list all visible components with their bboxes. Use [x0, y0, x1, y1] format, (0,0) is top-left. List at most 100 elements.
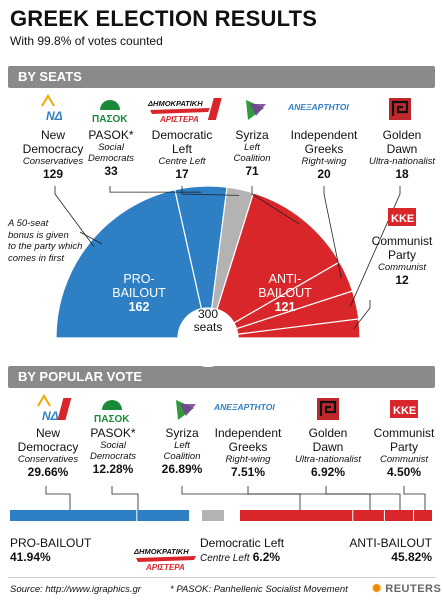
- dimar-logo-text-top: ΔΗΜΟΚΡΑΤΙΚΗ: [133, 547, 189, 556]
- vote-bar-gd: [384, 510, 414, 521]
- seat-slice-new-democracy: [55, 188, 203, 339]
- seat-value: 129: [42, 167, 64, 181]
- pasok-logo-text: ΠΑΣΟΚ: [94, 414, 130, 425]
- vote-party-gd: Golden Dawn Ultra-nationalist 6.92%: [288, 426, 368, 480]
- vote-bar-democratic-left: [202, 510, 224, 521]
- leader-lines: [45, 186, 426, 510]
- vote-party-nd: New Democracy Conservatives 29.66%: [8, 426, 88, 480]
- seats-hemicycle: [54, 185, 362, 367]
- leader-line: [181, 186, 240, 196]
- vote-leader-line: [111, 486, 139, 510]
- pasok-footnote: * PASOK: Panhellenic Socialist Movement: [170, 584, 348, 595]
- seat-party-syriza: Syriza Left Coalition 71: [224, 128, 280, 179]
- seat-value: 20: [317, 167, 331, 181]
- seat-value: 17: [175, 167, 189, 181]
- leader-line: [54, 186, 95, 247]
- vote-party-anel: Independent Greeks Right-wing 7.51%: [206, 426, 290, 480]
- vote-value: 29.66%: [27, 465, 69, 479]
- anel-logo-text: ΑΝΕΞΑΡΤΗΤΟΙ: [213, 402, 275, 412]
- kke-logo-text: ΚΚΕ: [391, 213, 414, 225]
- vote-value: 4.50%: [386, 465, 422, 479]
- nd-flame-icon: [41, 94, 55, 107]
- dimar-logo-text-bottom: ΑΡΙΣΤΕΡΑ: [145, 563, 185, 572]
- syriza-flag-red-icon: [57, 398, 72, 420]
- seat-value: 71: [245, 164, 259, 178]
- pro-bailout-summary: PRO-BAILOUT 41.94%: [10, 536, 92, 564]
- vote-leader-line: [181, 486, 301, 510]
- vote-bar-nd: [10, 510, 137, 521]
- seat-logos: ΝΔ ΠΑΣΟΚ ΔΗΜΟΚΡΑΤΙΚΗ ΑΡΙΣΤΕΡΑ ΑΝΕΞΑΡΤΗΤΟΙ ΚΚΕ: [41, 94, 416, 226]
- vote-party-syriza: Syriza Left Coalition 26.89%: [152, 426, 212, 477]
- nd-flame-icon: [37, 394, 51, 407]
- dimar-stripe-icon: [150, 108, 210, 114]
- golden-dawn-box-icon: [389, 98, 411, 120]
- vote-bar-pasok: [137, 510, 189, 521]
- anti-bailout-label: ANTI- BAILOUT 121: [258, 272, 312, 314]
- vote-party-pasok: PASOK* Social Democrats 12.28%: [80, 426, 146, 477]
- vote-bar-syriza: [240, 510, 353, 521]
- vote-value: 6.92%: [310, 465, 346, 479]
- syriza-flag-red-icon: [207, 98, 222, 120]
- vote-party-kke: Communist Party Communist 4.50%: [366, 426, 442, 480]
- kke-box-icon: [390, 400, 418, 418]
- bonus-note: A 50-seat bonus is given to the party wh…: [8, 218, 83, 264]
- footer-divider: [8, 577, 436, 578]
- golden-dawn-meander-icon: [319, 400, 337, 416]
- syriza-flag-purple-icon: [250, 104, 266, 116]
- section-header-vote: BY POPULAR VOTE: [8, 366, 435, 388]
- vote-value: 7.51%: [230, 465, 266, 479]
- seat-party-gd: Golden Dawn Ultra-nationalist 18: [362, 128, 442, 182]
- vote-leader-line: [403, 486, 426, 510]
- syriza-flag-purple-icon: [180, 404, 196, 416]
- seat-party-anel: Independent Greeks Right-wing 20: [282, 128, 366, 182]
- dimar-logo-text-top: ΔΗΜΟΚΡΑΤΙΚΗ: [147, 99, 203, 108]
- seat-party-kke: Communist Party Communist 12: [364, 234, 440, 288]
- seat-value: 18: [395, 167, 409, 181]
- leader-line: [251, 186, 300, 225]
- page-subtitle: With 99.8% of votes counted: [10, 34, 163, 48]
- leader-line: [350, 186, 401, 307]
- dimar-logo-text-bottom: ΑΡΙΣΤΕΡΑ: [159, 115, 199, 124]
- vote-logos: ΝΔ ΠΑΣΟΚ ΑΝΕΞΑΡΤΗΤΟΙ ΚΚΕ ΔΗΜΟΚΡΑΤΙΚΗ ΑΡΙΣΤΕΡΑ: [37, 394, 418, 572]
- pro-bailout-label: PRO- BAILOUT 162: [112, 272, 166, 314]
- leader-line: [353, 300, 371, 330]
- section-header-seats: BY SEATS: [8, 66, 435, 88]
- vote-bars: [10, 510, 432, 521]
- page-title: GREEK ELECTION RESULTS: [10, 6, 318, 31]
- vote-value: 26.89%: [161, 462, 203, 476]
- anel-logo-text: ΑΝΕΞΑΡΤΗΤΟΙ: [287, 102, 349, 112]
- pasok-sun-icon: [100, 100, 120, 110]
- bonus-note-pointer: [79, 231, 103, 245]
- reuters-brand: ✺ REUTERS: [372, 583, 442, 595]
- anti-bailout-summary: ANTI-BAILOUT 45.82%: [349, 536, 432, 564]
- golden-dawn-box-icon: [317, 398, 339, 420]
- pasok-sun-icon: [102, 400, 122, 410]
- vote-leader-line: [247, 486, 371, 510]
- golden-dawn-meander-icon: [391, 100, 409, 116]
- nd-logo-text: ΝΔ: [46, 109, 63, 123]
- seat-party-pasok: PASOK* Social Democrats 33: [80, 128, 142, 179]
- leader-line: [323, 186, 342, 279]
- vote-leader-line: [325, 486, 401, 510]
- hemicycle-base-mask: [54, 338, 362, 348]
- seat-value: 12: [395, 273, 409, 287]
- vote-bar-anel: [353, 510, 384, 521]
- kke-box-icon: [388, 208, 416, 226]
- nd-logo-text: ΝΔ: [42, 409, 59, 423]
- seat-party-dimar: Democratic Left Centre Left 17: [146, 128, 218, 182]
- seat-party-nd: New Democracy Conservatives 129: [14, 128, 92, 182]
- vote-leader-line: [45, 486, 71, 510]
- reuters-dots-icon: ✺: [372, 583, 382, 595]
- seat-value: 33: [104, 164, 118, 178]
- dimar-stripe-icon: [136, 556, 196, 562]
- democratic-left-summary: Democratic Left Centre Left 6.2%: [200, 536, 285, 564]
- seat-slice-syriza: [216, 192, 341, 324]
- total-seats-label: 300 seats: [193, 307, 223, 334]
- vote-bar-kke: [414, 510, 432, 521]
- kke-logo-text: ΚΚΕ: [393, 405, 416, 417]
- leader-line: [109, 186, 202, 193]
- pasok-logo-text: ΠΑΣΟΚ: [92, 114, 128, 125]
- vote-value: 12.28%: [92, 462, 134, 476]
- source-note: Source: http://www.igraphics.gr: [10, 584, 141, 595]
